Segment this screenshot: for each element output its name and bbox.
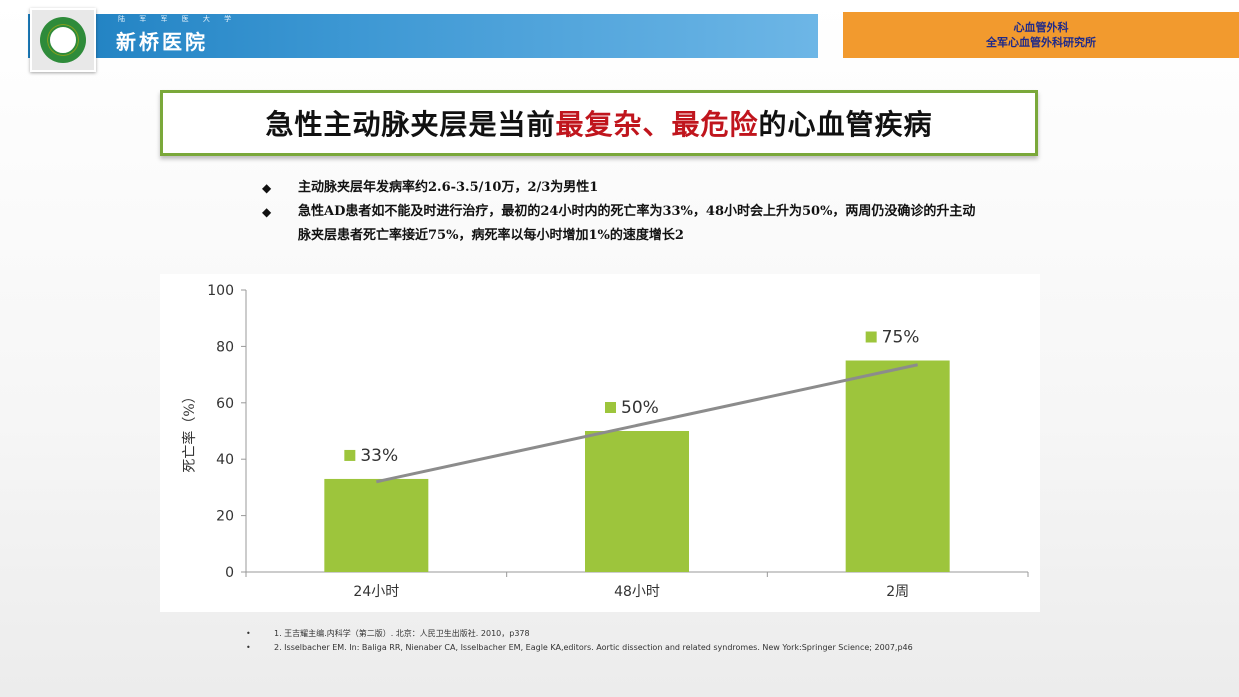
bullet-item: ◆ 急性AD患者如不能及时进行治疗，最初的24小时内的死亡率为33%，48小时会…	[262, 200, 982, 248]
y-tick-label: 20	[216, 509, 234, 525]
reference-item: • 2. Isselbacher EM. In: Baliga RR, Nien…	[246, 642, 946, 654]
data-label-marker	[605, 402, 616, 413]
data-label: 50%	[621, 398, 659, 418]
reference-bullet: •	[246, 643, 251, 652]
title-part-1: 急性主动脉夹层是当前	[265, 108, 556, 141]
bullet-text: 主动脉夹层年发病率约2.6-3.5/10万，2/3为男性1	[298, 180, 599, 195]
department-box: 心血管外科 全军心血管外科研究所	[843, 12, 1239, 58]
references: • 1. 王吉耀主编.内科学（第二版）. 北京：人民卫生出版社. 2010，p3…	[246, 628, 946, 656]
x-tick-label: 24小时	[353, 584, 399, 600]
slide-title: 急性主动脉夹层是当前最复杂、最危险的心血管疾病	[265, 103, 932, 143]
y-tick-label: 0	[225, 565, 234, 581]
title-part-3: 的心血管疾病	[758, 108, 933, 141]
trend-line	[376, 363, 918, 484]
bullet-item: ◆ 主动脉夹层年发病率约2.6-3.5/10万，2/3为男性1	[262, 176, 982, 200]
y-tick-label: 100	[207, 283, 234, 299]
x-tick-label: 2周	[886, 584, 909, 600]
slide-title-box: 急性主动脉夹层是当前最复杂、最危险的心血管疾病	[160, 90, 1038, 156]
x-tick-label: 48小时	[614, 584, 660, 600]
logo-emblem-icon	[40, 17, 86, 63]
bar	[845, 360, 950, 572]
mortality-chart: 0 20 40 60 80 100 死亡率（%） 24小时 33% 48小时 50% 2周 75%	[160, 274, 1040, 612]
data-label: 75%	[882, 328, 920, 348]
diamond-bullet-icon: ◆	[262, 205, 272, 219]
y-tick-label: 40	[216, 452, 234, 468]
data-label-marker	[865, 331, 877, 343]
bullet-text: 急性AD患者如不能及时进行治疗，最初的24小时内的死亡率为33%，48小时会上升…	[298, 204, 976, 243]
bar	[585, 431, 689, 572]
bar	[324, 478, 429, 572]
institute-name: 全军心血管外科研究所	[986, 36, 1096, 49]
hospital-logo	[30, 8, 96, 72]
y-axis-label: 死亡率（%）	[181, 389, 198, 472]
chart-svg: 0 20 40 60 80 100 死亡率（%） 24小时 33% 48小时 50% 2周 75%	[181, 283, 1029, 600]
logo-center-icon	[48, 25, 78, 55]
reference-text: 1. 王吉耀主编.内科学（第二版）. 北京：人民卫生出版社. 2010，p378	[274, 629, 530, 638]
brand-subtitle: 陆 军 军 医 大 学	[118, 15, 238, 23]
y-tick-label: 60	[216, 396, 234, 412]
data-label-marker	[344, 449, 356, 461]
diamond-bullet-icon: ◆	[262, 181, 272, 195]
bullet-list: ◆ 主动脉夹层年发病率约2.6-3.5/10万，2/3为男性1 ◆ 急性AD患者…	[262, 176, 982, 248]
title-highlight: 最复杂、最危险	[555, 108, 759, 141]
reference-text: 2. Isselbacher EM. In: Baliga RR, Nienab…	[274, 643, 913, 652]
reference-bullet: •	[246, 629, 251, 638]
header-bar	[28, 14, 818, 58]
department-name: 心血管外科	[1013, 21, 1069, 34]
reference-item: • 1. 王吉耀主编.内科学（第二版）. 北京：人民卫生出版社. 2010，p3…	[246, 628, 946, 640]
y-tick-label: 80	[216, 339, 234, 355]
brand-name: 新桥医院	[116, 30, 208, 54]
data-label: 33%	[360, 446, 398, 466]
